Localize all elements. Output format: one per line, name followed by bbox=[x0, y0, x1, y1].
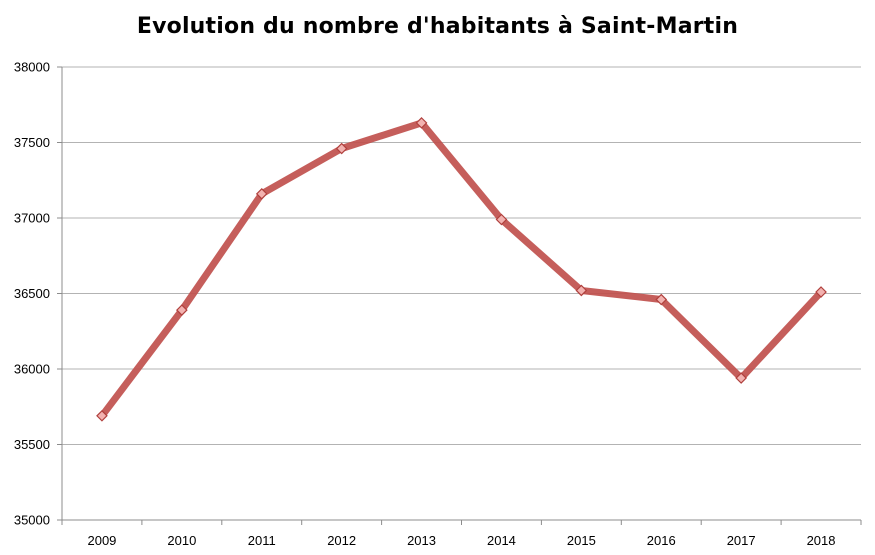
data-point-marker bbox=[655, 293, 668, 306]
data-point-marker bbox=[255, 187, 268, 200]
x-tick-label: 2018 bbox=[807, 533, 836, 548]
y-tick-label: 38000 bbox=[14, 60, 50, 75]
x-tick-label: 2011 bbox=[248, 533, 276, 548]
x-tick-label: 2016 bbox=[647, 533, 676, 548]
data-point-marker bbox=[96, 409, 108, 422]
x-tick-label: 2015 bbox=[567, 533, 596, 548]
y-tick-label: 36000 bbox=[14, 362, 50, 377]
y-tick-label: 35500 bbox=[14, 437, 50, 452]
x-tick-label: 2013 bbox=[407, 533, 436, 548]
axes bbox=[57, 66, 862, 525]
x-tick-label: 2014 bbox=[487, 533, 516, 548]
series-line bbox=[98, 119, 825, 420]
data-point-marker bbox=[735, 372, 747, 384]
x-tick-label: 2012 bbox=[327, 533, 356, 548]
y-tick-label: 35000 bbox=[14, 513, 50, 528]
series-layer bbox=[98, 119, 825, 420]
y-tick-label: 37000 bbox=[14, 211, 50, 226]
data-point-marker bbox=[815, 286, 827, 298]
y-tick-labels: 35000 35500 36000 36500 37000 37500 38000 bbox=[14, 60, 50, 528]
x-tick-label: 2009 bbox=[87, 533, 116, 548]
data-point-marker bbox=[335, 142, 348, 155]
markers bbox=[96, 117, 827, 422]
data-point-marker bbox=[575, 284, 588, 297]
data-point-marker bbox=[176, 304, 188, 316]
data-point-marker bbox=[415, 117, 428, 129]
y-tick-label: 37500 bbox=[14, 135, 50, 150]
chart-title: Evolution du nombre d'habitants à Saint-… bbox=[136, 14, 739, 39]
y-tick-label: 36500 bbox=[14, 286, 50, 301]
x-tick-label: 2010 bbox=[167, 533, 196, 548]
data-point-marker bbox=[495, 213, 508, 226]
x-tick-label: 2017 bbox=[727, 533, 756, 548]
gridlines bbox=[62, 66, 861, 521]
x-tick-labels: 2009 2010 2011 2012 2013 2014 2015 2016 2017 2018 bbox=[87, 533, 835, 548]
